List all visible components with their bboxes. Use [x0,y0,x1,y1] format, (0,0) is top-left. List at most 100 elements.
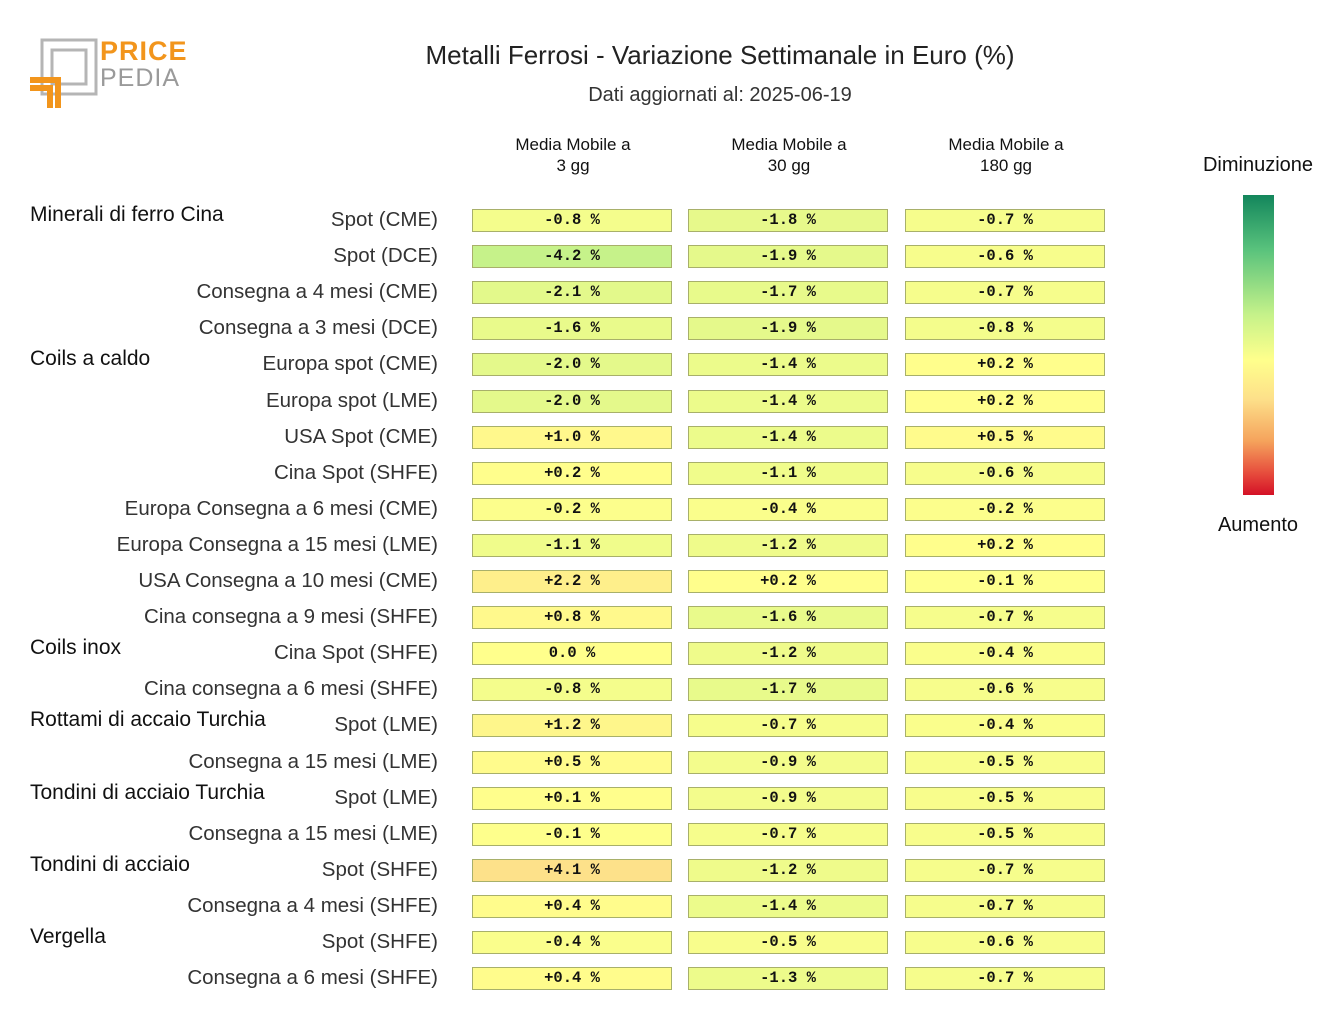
row-label: Spot (LME) [334,785,438,809]
row-label: USA Spot (CME) [284,424,438,448]
heatmap-cell: +0.5 % [905,425,1105,449]
heatmap-cell: +0.2 % [688,570,888,593]
row-label: Cina Spot (SHFE) [273,460,438,484]
heatmap-cell: -0.7 % [905,281,1105,305]
column-header: Media Mobile a 30 gg [731,135,847,175]
heatmap-cell: +2.2 % [472,570,672,593]
row-label: Consegna a 4 mesi (CME) [196,280,438,304]
row-label: Cina consegna a 9 mesi (SHFE) [144,605,438,629]
heatmap-cell: -1.1 % [472,533,672,557]
heatmap-cell: -0.5 % [905,786,1105,810]
heatmap-cell: -1.6 % [472,317,672,341]
row-label: Consegna a 6 mesi (SHFE) [187,966,438,990]
row-label: USA Consegna a 10 mesi (CME) [138,569,438,592]
heatmap-cell: -1.9 % [688,317,888,341]
heatmap-cell: -0.7 % [905,209,1105,232]
group-label: Tondini di acciaio Turchia [30,780,265,804]
heatmap-cell: -0.4 % [905,642,1105,666]
heatmap-cell: -0.7 % [905,894,1105,918]
heatmap-cell: -2.1 % [472,281,672,305]
heatmap-cell: -0.5 % [688,931,888,954]
row-label: Spot (LME) [334,713,438,737]
heatmap-cell: -0.6 % [905,931,1105,954]
heatmap-cell: -2.0 % [472,389,672,413]
heatmap-cell: -0.8 % [472,678,672,702]
chart-subtitle: Dati aggiornati al: 2025-06-19 [588,84,852,106]
logo-text-price: PRICE [100,36,188,66]
row-label: Cina Spot (SHFE) [273,641,438,665]
heatmap-cell: -1.7 % [688,678,888,702]
heatmap-cell: -0.7 % [905,858,1105,882]
row-label: Consegna a 4 mesi (SHFE) [187,893,438,917]
heatmap-cell: 0.0 % [472,642,672,666]
heatmap-cell: -0.6 % [905,678,1105,702]
logo-text-pedia: PEDIA [100,64,181,92]
heatmap-cell: +0.5 % [472,750,672,774]
row-label: Europa Consegna a 15 mesi (LME) [116,532,438,556]
heatmap-cell: -0.5 % [905,750,1105,774]
heatmap-cell: -0.5 % [905,822,1105,846]
row-label: Consegna a 15 mesi (LME) [188,821,438,845]
heatmap-cell: +1.0 % [472,425,672,449]
heatmap-cell: -1.4 % [688,389,888,413]
heatmap-cell: -0.6 % [905,245,1105,269]
heatmap-cell: -0.7 % [905,967,1105,991]
heatmap-cell: -1.3 % [688,967,888,991]
legend-bottom-label: Aumento [1217,514,1299,536]
heatmap-cell: -0.6 % [905,461,1105,485]
heatmap-cell: -0.1 % [472,822,672,846]
heatmap-cell: -1.4 % [688,894,888,918]
row-label: Spot (DCE) [333,244,438,268]
heatmap-cell: -1.7 % [688,281,888,305]
heatmap-cell: -0.7 % [688,822,888,846]
group-label: Coils a caldo [30,347,151,371]
heatmap-cell: -1.4 % [688,425,888,449]
row-label: Cina consegna a 6 mesi (SHFE) [144,677,438,701]
group-label: Coils inox [30,636,122,660]
group-label: Rottami di accaio Turchia [30,708,266,732]
heatmap-cell: -1.6 % [688,606,888,630]
group-label: Minerali di ferro Cina [30,203,224,226]
chart-title: Metalli Ferrosi - Variazione Settimanale… [425,40,1015,70]
heatmap-cell: -1.2 % [688,642,888,666]
heatmap-cell: -0.9 % [688,750,888,774]
heatmap-cell: -0.9 % [688,786,888,810]
heatmap-cell: +0.4 % [472,967,672,991]
heatmap-cell: -1.2 % [688,533,888,557]
heatmap-cell: +0.4 % [472,894,672,918]
heatmap-cell: -1.1 % [688,461,888,485]
heatmap-cell: -1.4 % [688,353,888,377]
column-header: Media Mobile a 3 gg [515,135,631,175]
heatmap-cell: -0.2 % [472,497,672,521]
column-header: Media Mobile a 180 gg [948,135,1064,175]
row-label: Consegna a 3 mesi (DCE) [198,316,438,340]
row-label: Europa spot (LME) [265,388,438,412]
heatmap-cell: +0.2 % [905,389,1105,413]
group-label: Vergella [30,925,106,948]
heatmap-cell: -0.4 % [688,497,888,521]
heatmap-cell: -4.2 % [472,245,672,269]
row-label: Europa spot (CME) [262,352,438,376]
heatmap-cell: -0.4 % [472,931,672,954]
heatmap-cell: -2.0 % [472,353,672,377]
heatmap-cell: +4.1 % [472,858,672,882]
heatmap-cell: +0.1 % [472,786,672,810]
row-label: Consegna a 15 mesi (LME) [188,749,438,773]
group-label: Tondini di acciaio [30,852,190,876]
heatmap-cell: -1.2 % [688,858,888,882]
heatmap-cell: -0.8 % [905,317,1105,341]
heatmap-cell: +0.2 % [472,461,672,485]
heatmap-cell: -0.7 % [688,714,888,738]
heatmap-cell: +0.8 % [472,606,672,630]
legend-top-label: Diminuzione [1202,154,1314,176]
row-label: Europa Consegna a 6 mesi (CME) [124,496,438,520]
heatmap-cell: -1.9 % [688,245,888,269]
heatmap-cell: -1.8 % [688,209,888,232]
heatmap-cell: +0.2 % [905,353,1105,377]
heatmap-cell: -0.8 % [472,209,672,232]
heatmap-cell: +0.2 % [905,533,1105,557]
legend-color-bar [1243,195,1274,495]
heatmap-cell: -0.1 % [905,570,1105,593]
logo-mark-icon [30,38,98,108]
heatmap-cell: -0.7 % [905,606,1105,630]
